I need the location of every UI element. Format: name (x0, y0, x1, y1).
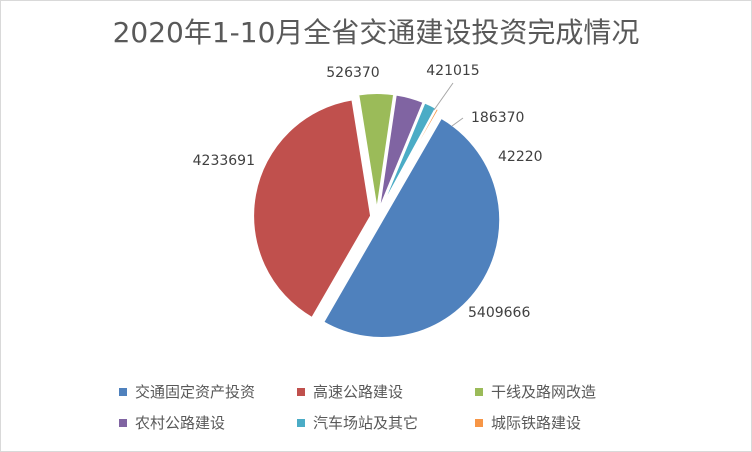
legend-swatch (475, 418, 483, 427)
pie-chart: 5409666 4233691 526370 421015 186370 42220 (193, 63, 543, 339)
pie-slice-2 (252, 98, 373, 320)
data-label-4: 421015 (426, 63, 479, 79)
legend-swatch (119, 387, 127, 396)
legend-label: 交通固定资产投资 (135, 383, 256, 401)
data-label-5: 186370 (471, 110, 524, 126)
data-label-2: 4233691 (193, 153, 255, 169)
legend-swatch (297, 418, 305, 427)
data-label-3: 526370 (326, 65, 379, 81)
legend-item-4: 农村公路建设 (119, 412, 297, 433)
pie-slice-1 (321, 116, 502, 339)
chart-title: 2020年1-10月全省交通建设投资完成情况 (112, 16, 640, 49)
pie-slice-4 (377, 93, 425, 212)
legend-label: 农村公路建设 (135, 414, 226, 432)
chart-legend: 交通固定资产投资 高速公路建设 干线及路网改造农村公路建设 汽车场站及其它 城际铁路建设 (119, 381, 679, 433)
legend-label: 高速公路建设 (313, 383, 404, 401)
pie-slice-6 (379, 106, 441, 213)
legend-label: 干线及路网改造 (491, 383, 597, 401)
legend-swatch (475, 387, 483, 396)
data-label-1: 5409666 (468, 305, 530, 321)
legend-swatch (297, 387, 305, 396)
legend-item-2: 高速公路建设 (297, 381, 475, 402)
legend-swatch (119, 418, 127, 427)
legend-item-5: 汽车场站及其它 (297, 412, 475, 433)
legend-label: 城际铁路建设 (491, 414, 582, 432)
legend-item-6: 城际铁路建设 (475, 412, 679, 433)
data-label-6: 42220 (498, 149, 543, 165)
pie-slice-3 (357, 92, 396, 212)
leader-line-4 (433, 82, 454, 111)
legend-item-1: 交通固定资产投资 (119, 381, 297, 402)
legend-item-3: 干线及路网改造 (475, 381, 679, 402)
legend-label: 汽车场站及其它 (313, 414, 419, 432)
leader-line-5 (451, 117, 464, 127)
